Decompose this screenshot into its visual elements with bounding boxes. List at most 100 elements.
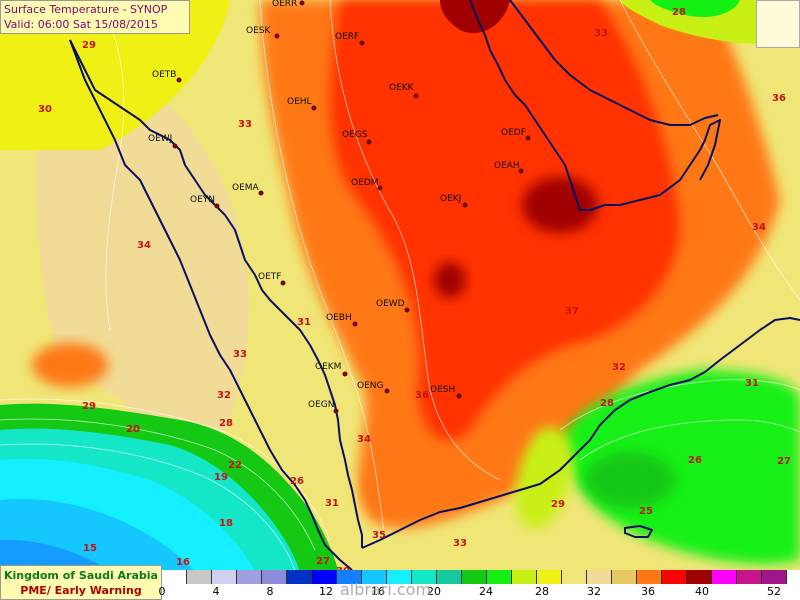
station-dot (525, 135, 531, 141)
legend-swatch (262, 570, 287, 584)
legend-swatch (462, 570, 487, 584)
legend-tick-label: 0 (158, 585, 166, 598)
legend-swatch (562, 570, 587, 584)
isotherm-label: 32 (612, 362, 626, 373)
isotherm-label: 32 (217, 390, 231, 401)
isotherm-label: 27 (777, 456, 791, 467)
station-label: OERF (335, 32, 359, 42)
legend-tick-label: 12 (319, 585, 333, 598)
red-region (330, 0, 680, 441)
legend-swatch (237, 570, 262, 584)
map-valid-time: Valid: 06:00 Sat 15/08/2015 (4, 18, 158, 31)
watermark: albrari.com (340, 580, 432, 599)
station-label: OEDM (351, 178, 378, 188)
station-dot (258, 190, 264, 196)
station-label: OEAH (494, 161, 520, 171)
station-label: OEGS (342, 130, 368, 140)
yellow-region-north (0, 0, 230, 150)
arabian-south-coast (361, 317, 800, 549)
organization-box: Kingdom of Saudi Arabia PME/ Early Warni… (0, 565, 162, 600)
station-label: OEMA (232, 183, 260, 193)
map-title-box: Surface Temperature - SYNOP Valid: 06:00… (0, 0, 190, 34)
isotherm-label: 31 (745, 378, 759, 389)
gulf-coast (469, 0, 721, 211)
station-label: OESH (430, 385, 455, 395)
legend-swatch (587, 570, 612, 584)
station-label: OEKJ (440, 194, 461, 204)
isotherm-label: 28 (600, 398, 614, 409)
isotherm-label: 33 (238, 119, 252, 130)
legend-tick-label: 4 (212, 585, 220, 598)
coastlines (69, 0, 800, 571)
legend-swatch (362, 570, 387, 584)
legend-swatch (512, 570, 537, 584)
map-title: Surface Temperature - SYNOP (4, 3, 168, 16)
socotra-island (624, 525, 653, 538)
isotherm-label: 15 (83, 543, 97, 554)
station-label: OESK (246, 26, 271, 36)
organization-department: PME/ Early Warning (20, 584, 142, 597)
station-dot (377, 185, 383, 191)
hot-spot-east (522, 177, 598, 233)
legend-swatch (712, 570, 737, 584)
legend-tick-label: 24 (479, 585, 493, 598)
isotherm-label: 34 (137, 240, 151, 251)
isotherm-label: 29 (551, 499, 565, 510)
station-dot (352, 321, 358, 327)
legend-swatch (187, 570, 212, 584)
legend-swatch (412, 570, 437, 584)
isotherm-label: 31 (325, 498, 339, 509)
legend-swatch (287, 570, 312, 584)
hot-spot-central (434, 262, 466, 298)
isotherm-label: 31 (297, 317, 311, 328)
station-label: OEBH (326, 313, 352, 323)
legend-swatch (162, 570, 187, 584)
isotherm-label: 30 (38, 104, 52, 115)
isotherm-label: 33 (594, 28, 608, 39)
legend-swatch (437, 570, 462, 584)
station-dot (274, 33, 280, 39)
red-sea-west-coast (69, 39, 353, 571)
isotherm-lines (0, 0, 800, 571)
station-label: OEWD (376, 299, 405, 309)
station-label: OEWJ (148, 134, 172, 144)
legend-swatch (212, 570, 237, 584)
station-label: OETB (152, 70, 176, 80)
green-region-east (560, 370, 800, 564)
legend-tick-label: 52 (767, 585, 781, 598)
hot-spot-north (440, 0, 510, 34)
station-dot (299, 0, 305, 6)
warm-spot-west (32, 343, 108, 387)
legend-swatch (662, 570, 687, 584)
station-label: OEGN (308, 400, 334, 410)
station-dot (342, 371, 348, 377)
legend-tick-label: 28 (535, 585, 549, 598)
station-dot (214, 203, 220, 209)
isotherm-label: 29 (82, 40, 96, 51)
station-label: OEYN (190, 195, 215, 205)
legend-swatch (687, 570, 712, 584)
station-label: OENG (357, 381, 384, 391)
isotherm-label: 36 (772, 93, 786, 104)
red-sea-east-coast (69, 39, 363, 548)
station-dot (359, 40, 365, 46)
lime-east (516, 427, 573, 528)
bright-green-northeast (650, 0, 740, 18)
iran-coast (509, 0, 719, 126)
legend-tick-label: 16 (371, 585, 385, 598)
isotherm-label: 36 (415, 390, 429, 401)
legend-swatch (637, 570, 662, 584)
color-legend: 0 4 8 12 16 20 24 28 32 36 40 52 (158, 570, 800, 600)
station-dot (518, 168, 524, 174)
isotherm-label: 29 (82, 401, 96, 412)
isotherm-label: 35 (372, 530, 386, 541)
station-label: OERR (272, 0, 297, 9)
station-label: OEKK (389, 83, 415, 93)
isotherm-label: 34 (752, 222, 766, 233)
station-dot (384, 388, 390, 394)
station-markers: OERR OESK OERF OETB OEKK OEHL OEWJ OEGS OEDF OEAH… (148, 0, 531, 414)
legend-swatch (762, 570, 787, 584)
isotherm-label: 26 (688, 455, 702, 466)
station-dot (456, 393, 462, 399)
